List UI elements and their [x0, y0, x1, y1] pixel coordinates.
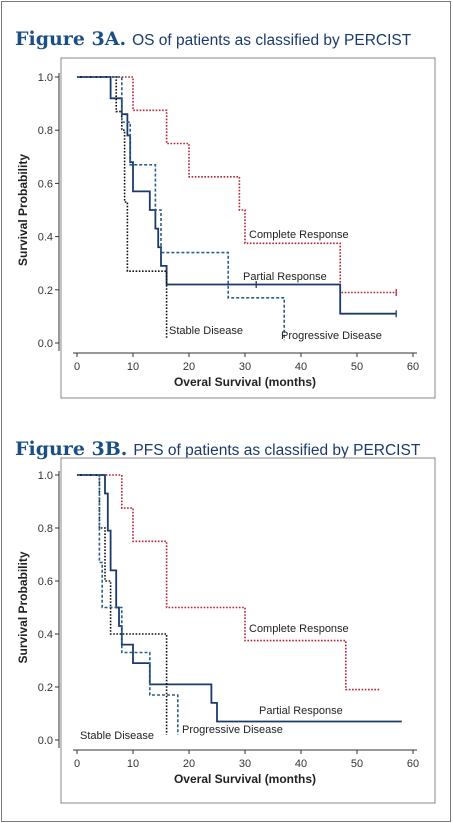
- y-tick-label: 0.0: [38, 338, 53, 350]
- series-line-progressive-disease: [77, 474, 179, 735]
- y-tick-label: 0.8: [38, 523, 53, 535]
- series-label-complete-response: Complete Response: [249, 229, 349, 241]
- series-line-complete-response: [77, 76, 397, 294]
- x-tick-label: 10: [127, 758, 139, 770]
- x-axis-title: Overal Survival (months): [174, 375, 316, 389]
- figure-heading: Figure 3A. OS of patients as classified b…: [15, 28, 412, 50]
- y-tick-label: 0.2: [38, 682, 53, 694]
- x-tick-label: 40: [295, 758, 307, 770]
- series-line-partial-response: [77, 474, 402, 723]
- y-axis-title: Survival Probability: [16, 154, 30, 266]
- x-tick-label: 50: [351, 361, 363, 373]
- y-tick-label: 0.8: [38, 125, 53, 137]
- figure-label: Figure 3A.: [15, 28, 126, 50]
- y-axis-title: Survival Probability: [16, 551, 30, 663]
- x-axis-title: Overal Survival (months): [174, 772, 316, 786]
- chart-title: OS of patients as classified by PERCIST: [132, 32, 412, 49]
- series-label-partial-response: Partial Response: [259, 705, 343, 717]
- series-label-progressive-disease: Progressive Disease: [182, 724, 283, 736]
- plot-frame: [60, 57, 436, 399]
- y-tick-label: 1.0: [38, 470, 53, 482]
- chart-pfs: Figure 3B. PFS of patients as classified …: [15, 438, 436, 804]
- x-tick-label: 20: [183, 758, 195, 770]
- x-tick-label: 60: [407, 758, 419, 770]
- y-tick-label: 0.6: [38, 576, 53, 588]
- x-tick-label: 40: [295, 361, 307, 373]
- plot-frame: [60, 457, 436, 804]
- y-tick-label: 0.4: [38, 232, 53, 244]
- chart-os: Figure 3A. OS of patients as classified b…: [15, 28, 436, 399]
- x-tick-label: 10: [127, 361, 139, 373]
- y-tick-label: 0.6: [38, 178, 53, 190]
- series-line-partial-response: [77, 76, 397, 315]
- figure-label: Figure 3B.: [15, 438, 127, 460]
- y-tick-label: 0.4: [38, 629, 53, 641]
- y-tick-label: 1.0: [38, 72, 53, 84]
- x-tick-label: 0: [74, 758, 80, 770]
- series-line-stable-disease: [77, 76, 168, 338]
- x-tick-label: 30: [239, 758, 251, 770]
- series-label-stable-disease: Stable Disease: [169, 325, 243, 337]
- x-tick-label: 60: [407, 361, 419, 373]
- series-line-complete-response: [77, 474, 380, 691]
- figure-heading: Figure 3B. PFS of patients as classified …: [15, 438, 421, 460]
- series-label-stable-disease: Stable Disease: [80, 730, 154, 742]
- y-tick-label: 0.0: [38, 735, 53, 747]
- series-label-complete-response: Complete Response: [249, 623, 349, 635]
- series-label-partial-response: Partial Response: [243, 271, 327, 283]
- x-tick-label: 30: [239, 361, 251, 373]
- series-line-progressive-disease: [77, 76, 285, 341]
- x-tick-label: 50: [351, 758, 363, 770]
- y-tick-label: 0.2: [38, 285, 53, 297]
- x-tick-label: 0: [74, 361, 80, 373]
- x-tick-label: 20: [183, 361, 195, 373]
- series-label-progressive-disease: Progressive Disease: [281, 330, 382, 342]
- chart-title: PFS of patients as classified by PERCIST: [133, 442, 420, 459]
